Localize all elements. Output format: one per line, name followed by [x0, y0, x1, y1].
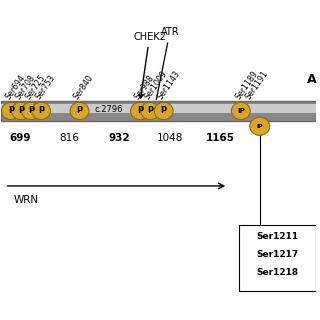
- Text: P: P: [38, 107, 44, 116]
- Circle shape: [1, 102, 20, 120]
- Text: Ser1211: Ser1211: [257, 232, 299, 241]
- Circle shape: [70, 102, 89, 120]
- Circle shape: [140, 102, 160, 120]
- Circle shape: [21, 102, 40, 120]
- Text: CHEK2: CHEK2: [133, 32, 166, 98]
- Text: 1165: 1165: [206, 132, 235, 143]
- Circle shape: [250, 117, 270, 135]
- FancyBboxPatch shape: [239, 225, 316, 291]
- Text: Ser1217: Ser1217: [257, 250, 299, 259]
- Text: Ser1191: Ser1191: [244, 69, 270, 101]
- Text: IP: IP: [237, 108, 245, 114]
- Text: Ser1009: Ser1009: [143, 69, 169, 101]
- Text: Ser694: Ser694: [4, 73, 27, 101]
- Text: 816: 816: [59, 132, 79, 143]
- Text: ATR: ATR: [156, 28, 179, 100]
- Circle shape: [12, 102, 30, 120]
- Text: 699: 699: [10, 132, 31, 143]
- Text: c.2796: c.2796: [95, 105, 124, 114]
- Text: P: P: [28, 107, 34, 116]
- Circle shape: [32, 102, 51, 120]
- Text: WRN: WRN: [14, 195, 39, 204]
- Text: P: P: [161, 107, 167, 116]
- Text: Ser753: Ser753: [34, 73, 57, 101]
- Text: Ser1218: Ser1218: [257, 268, 299, 277]
- FancyBboxPatch shape: [1, 104, 316, 113]
- Circle shape: [131, 102, 149, 120]
- Text: Ser1189: Ser1189: [234, 69, 260, 101]
- Text: Ser988: Ser988: [132, 73, 156, 101]
- Text: P: P: [137, 107, 143, 116]
- Text: 932: 932: [109, 132, 130, 143]
- Text: P: P: [76, 107, 83, 116]
- Text: P: P: [147, 107, 153, 116]
- Text: Ser840: Ser840: [72, 73, 95, 101]
- Text: IP: IP: [256, 124, 263, 129]
- Text: A: A: [307, 74, 316, 86]
- Text: Ser708: Ser708: [13, 73, 37, 101]
- Text: Ser725: Ser725: [24, 73, 47, 101]
- Text: P: P: [18, 107, 24, 116]
- Circle shape: [231, 102, 250, 120]
- Text: P: P: [8, 107, 14, 116]
- FancyBboxPatch shape: [1, 101, 316, 121]
- Text: 1048: 1048: [157, 132, 183, 143]
- Circle shape: [154, 102, 173, 120]
- Text: Ser1143: Ser1143: [156, 69, 183, 101]
